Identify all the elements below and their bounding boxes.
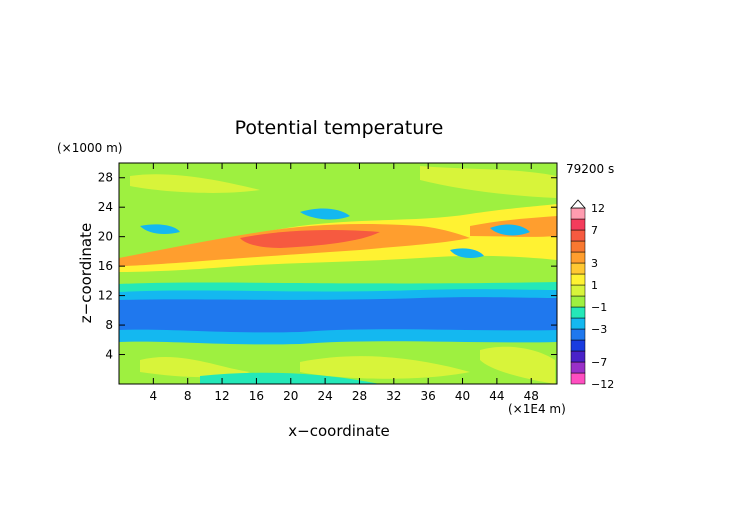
y-tick-label: 4 xyxy=(105,348,113,362)
x-tick-label: 48 xyxy=(524,389,539,403)
colorbar-label: −3 xyxy=(591,323,607,336)
colorbar-segment xyxy=(570,251,586,264)
colorbar-segment xyxy=(570,273,586,286)
colorbar-segment xyxy=(570,207,586,220)
colorbar-segment xyxy=(570,240,586,253)
plot-background xyxy=(119,163,557,384)
lower-yellow-patches xyxy=(130,166,556,384)
time-label: 79200 s xyxy=(566,162,614,176)
chart-title: Potential temperature xyxy=(235,117,444,139)
cold-band-core xyxy=(119,297,557,333)
colorbar-segment xyxy=(570,295,586,308)
x-tick-label: 24 xyxy=(317,389,332,403)
x-axis-ticks: 4 8 12 16 20 24 28 32 36 40 44 48 xyxy=(150,163,539,403)
x-tick-label: 28 xyxy=(352,389,367,403)
x-tick-label: 16 xyxy=(249,389,264,403)
y-tick-label: 8 xyxy=(105,318,113,332)
y-axis-ticks: 4 8 12 16 20 24 28 xyxy=(98,171,557,362)
colorbar-segment xyxy=(570,350,586,363)
x-unit-label: (×1E4 m) xyxy=(508,402,566,416)
plot-frame xyxy=(118,162,558,385)
colorbar-segment xyxy=(570,218,586,231)
colorbar-label: −12 xyxy=(591,378,614,391)
colorbar-label: −1 xyxy=(591,301,607,314)
colorbar-segment xyxy=(570,361,586,374)
colorbar-label: −7 xyxy=(591,356,607,369)
heatmap-field xyxy=(119,163,557,384)
colorbar-segment xyxy=(570,372,586,385)
x-tick-label: 8 xyxy=(184,389,192,403)
x-tick-label: 44 xyxy=(489,389,504,403)
colorbar-label: 3 xyxy=(591,257,598,270)
colorbar-segment xyxy=(570,229,586,242)
x-tick-label: 40 xyxy=(455,389,470,403)
colorbar-overflow-arrow xyxy=(570,199,586,209)
cold-pockets-upper xyxy=(140,208,530,258)
x-tick-label: 20 xyxy=(283,389,298,403)
colorbar-segment xyxy=(570,339,586,352)
warm-band-red xyxy=(240,230,380,248)
colorbar-label: 7 xyxy=(591,224,598,237)
y-unit-label: (×1000 m) xyxy=(57,141,122,155)
x-axis-label: x−coordinate xyxy=(288,422,389,440)
colorbar-segment xyxy=(570,317,586,330)
colorbar-segment xyxy=(570,328,586,341)
colorbar-segment xyxy=(570,284,586,297)
y-axis-label: z−coordinate xyxy=(77,223,95,323)
colorbar-segment xyxy=(570,262,586,275)
colorbar: 12 7 3 1 −1 −3 −7 −12 xyxy=(570,199,614,391)
colorbar-label: 12 xyxy=(591,202,605,215)
y-tick-label: 28 xyxy=(98,171,113,185)
x-tick-label: 4 xyxy=(150,389,158,403)
colorbar-label: 1 xyxy=(591,279,598,292)
x-tick-label: 36 xyxy=(421,389,436,403)
y-tick-label: 12 xyxy=(98,289,113,303)
colorbar-segment xyxy=(570,306,586,319)
y-tick-label: 16 xyxy=(98,259,113,273)
x-tick-label: 12 xyxy=(214,389,229,403)
x-tick-label: 32 xyxy=(386,389,401,403)
y-tick-label: 24 xyxy=(98,200,113,214)
y-tick-label: 20 xyxy=(98,230,113,244)
